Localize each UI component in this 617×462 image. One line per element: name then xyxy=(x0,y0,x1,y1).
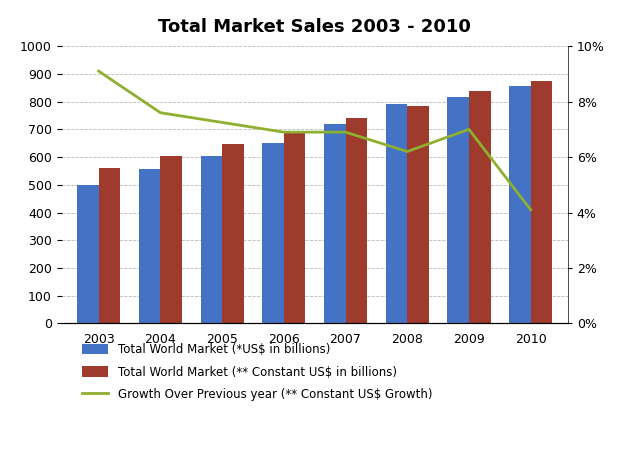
Bar xyxy=(469,91,491,323)
Growth Over Previous year (** Constant US$ Growth) xyxy=(404,149,411,154)
Bar xyxy=(77,185,99,323)
Bar xyxy=(346,118,367,323)
Growth Over Previous year (** Constant US$ Growth) xyxy=(280,129,288,135)
Bar xyxy=(284,131,305,323)
Bar xyxy=(262,143,284,323)
Bar xyxy=(324,124,346,323)
Bar xyxy=(99,168,120,323)
Bar xyxy=(160,156,182,323)
Growth Over Previous year (** Constant US$ Growth) xyxy=(465,127,473,132)
Bar xyxy=(407,106,429,323)
Bar xyxy=(447,97,469,323)
Growth Over Previous year (** Constant US$ Growth) xyxy=(95,68,102,74)
Growth Over Previous year (** Constant US$ Growth) xyxy=(527,207,534,213)
Bar xyxy=(222,144,244,323)
Growth Over Previous year (** Constant US$ Growth) xyxy=(157,110,164,116)
Bar xyxy=(386,104,407,323)
Bar xyxy=(139,169,160,323)
Bar xyxy=(201,156,222,323)
Growth Over Previous year (** Constant US$ Growth) xyxy=(218,120,226,125)
Bar xyxy=(509,86,531,323)
Bar xyxy=(531,81,552,323)
Growth Over Previous year (** Constant US$ Growth) xyxy=(342,129,349,135)
Title: Total Market Sales 2003 - 2010: Total Market Sales 2003 - 2010 xyxy=(158,18,471,36)
Line: Growth Over Previous year (** Constant US$ Growth): Growth Over Previous year (** Constant U… xyxy=(99,71,531,210)
Legend: Total World Market (*US$ in billions), Total World Market (** Constant US$ in bi: Total World Market (*US$ in billions), T… xyxy=(83,343,433,401)
